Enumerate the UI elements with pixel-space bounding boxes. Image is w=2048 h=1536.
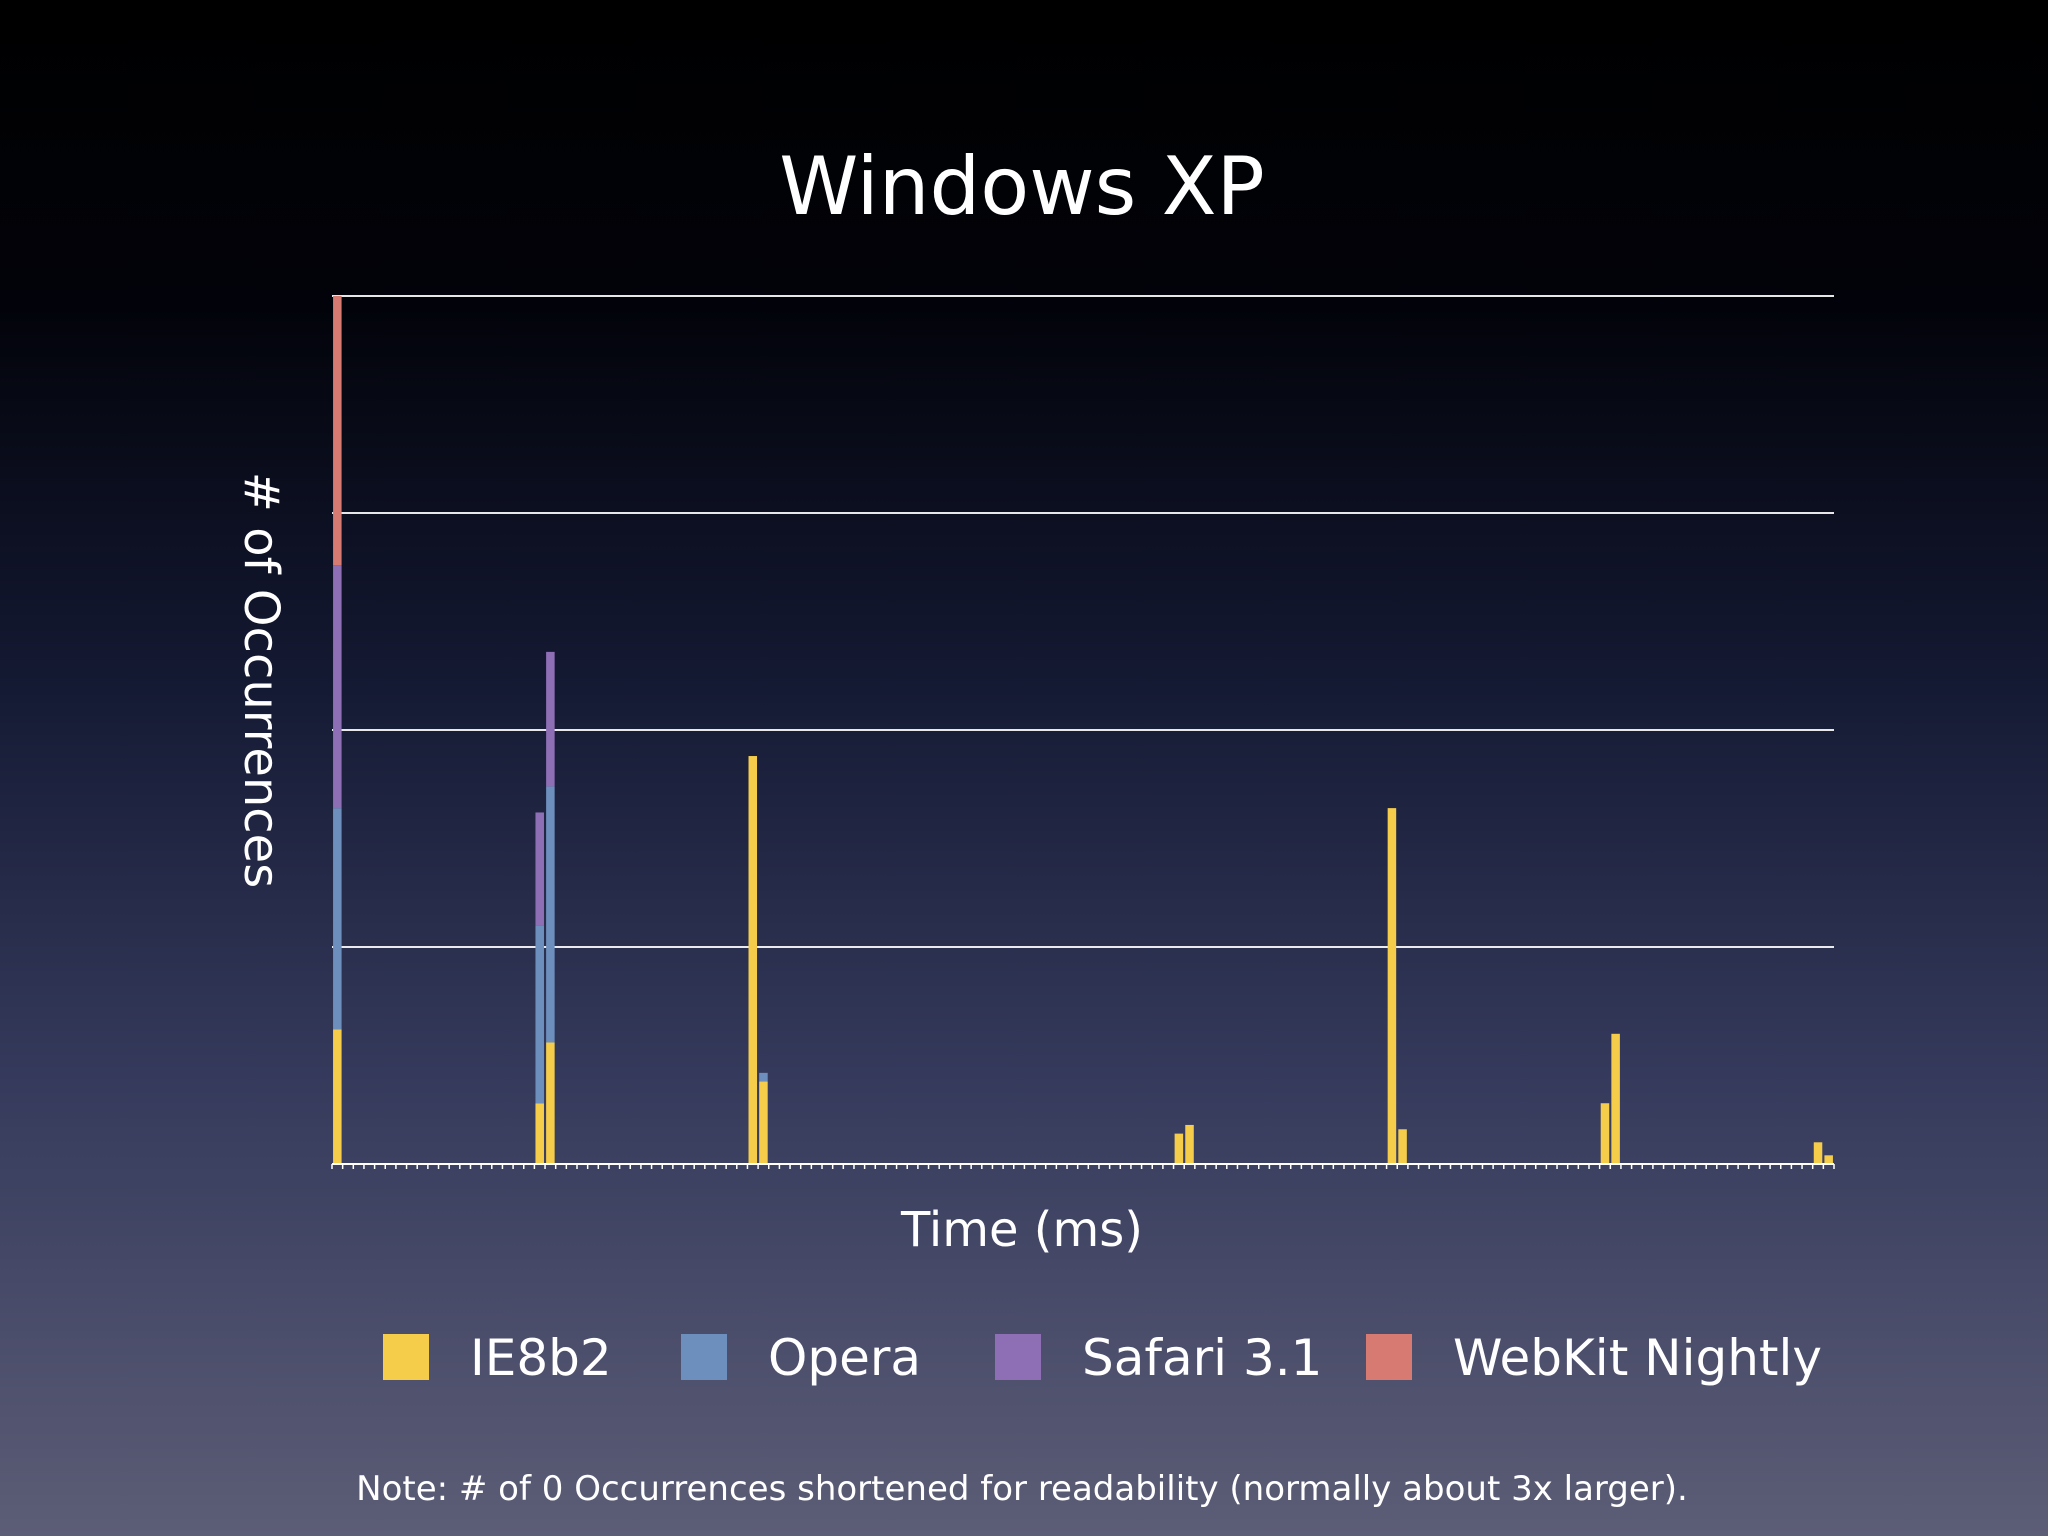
bar-safari-3-1 [333, 565, 342, 809]
legend-swatch-opera [681, 1334, 727, 1380]
bar-ie8b2 [333, 1029, 342, 1164]
legend-label-ie8b2: IE8b2 [470, 1329, 612, 1387]
legend-label-opera: Opera [768, 1329, 921, 1387]
bar-ie8b2 [1398, 1129, 1407, 1164]
bar-ie8b2 [1387, 808, 1397, 1164]
footnote: Note: # of 0 Occurrences shortened for r… [356, 1469, 1688, 1509]
bar-opera [333, 808, 342, 1030]
bar-ie8b2 [535, 1103, 544, 1164]
bar-ie8b2 [1600, 1103, 1610, 1164]
gridlines [332, 295, 1834, 948]
bar-webkit-nightly [333, 296, 342, 566]
y-axis-label: # of Occurrences [233, 472, 289, 888]
legend-swatch-webkit-nightly [1366, 1334, 1412, 1380]
bar-ie8b2 [748, 756, 758, 1164]
bars [333, 296, 1833, 1164]
bar-opera [546, 786, 555, 1043]
bar-ie8b2 [1611, 1033, 1620, 1164]
legend-label-webkit-nightly: WebKit Nightly [1453, 1329, 1822, 1387]
legend: IE8b2 Opera Safari 3.1 WebKit Nightly [383, 1329, 1822, 1387]
bar-ie8b2 [1813, 1142, 1823, 1164]
bar-safari-3-1 [535, 812, 544, 926]
bar-ie8b2 [1824, 1155, 1833, 1164]
bar-ie8b2 [546, 1042, 555, 1164]
legend-label-safari-3-1: Safari 3.1 [1082, 1329, 1322, 1387]
chart-title: Windows XP [779, 140, 1265, 233]
bar-ie8b2 [1185, 1124, 1194, 1164]
bar-ie8b2 [759, 1081, 768, 1164]
x-axis [331, 1163, 1835, 1169]
bar-ie8b2 [1174, 1133, 1184, 1164]
legend-swatch-safari-3-1 [995, 1334, 1041, 1380]
bar-safari-3-1 [546, 651, 555, 787]
bar-opera [759, 1072, 768, 1082]
legend-swatch-ie8b2 [383, 1334, 429, 1380]
bar-opera [535, 925, 544, 1104]
x-axis-label: Time (ms) [900, 1202, 1143, 1258]
